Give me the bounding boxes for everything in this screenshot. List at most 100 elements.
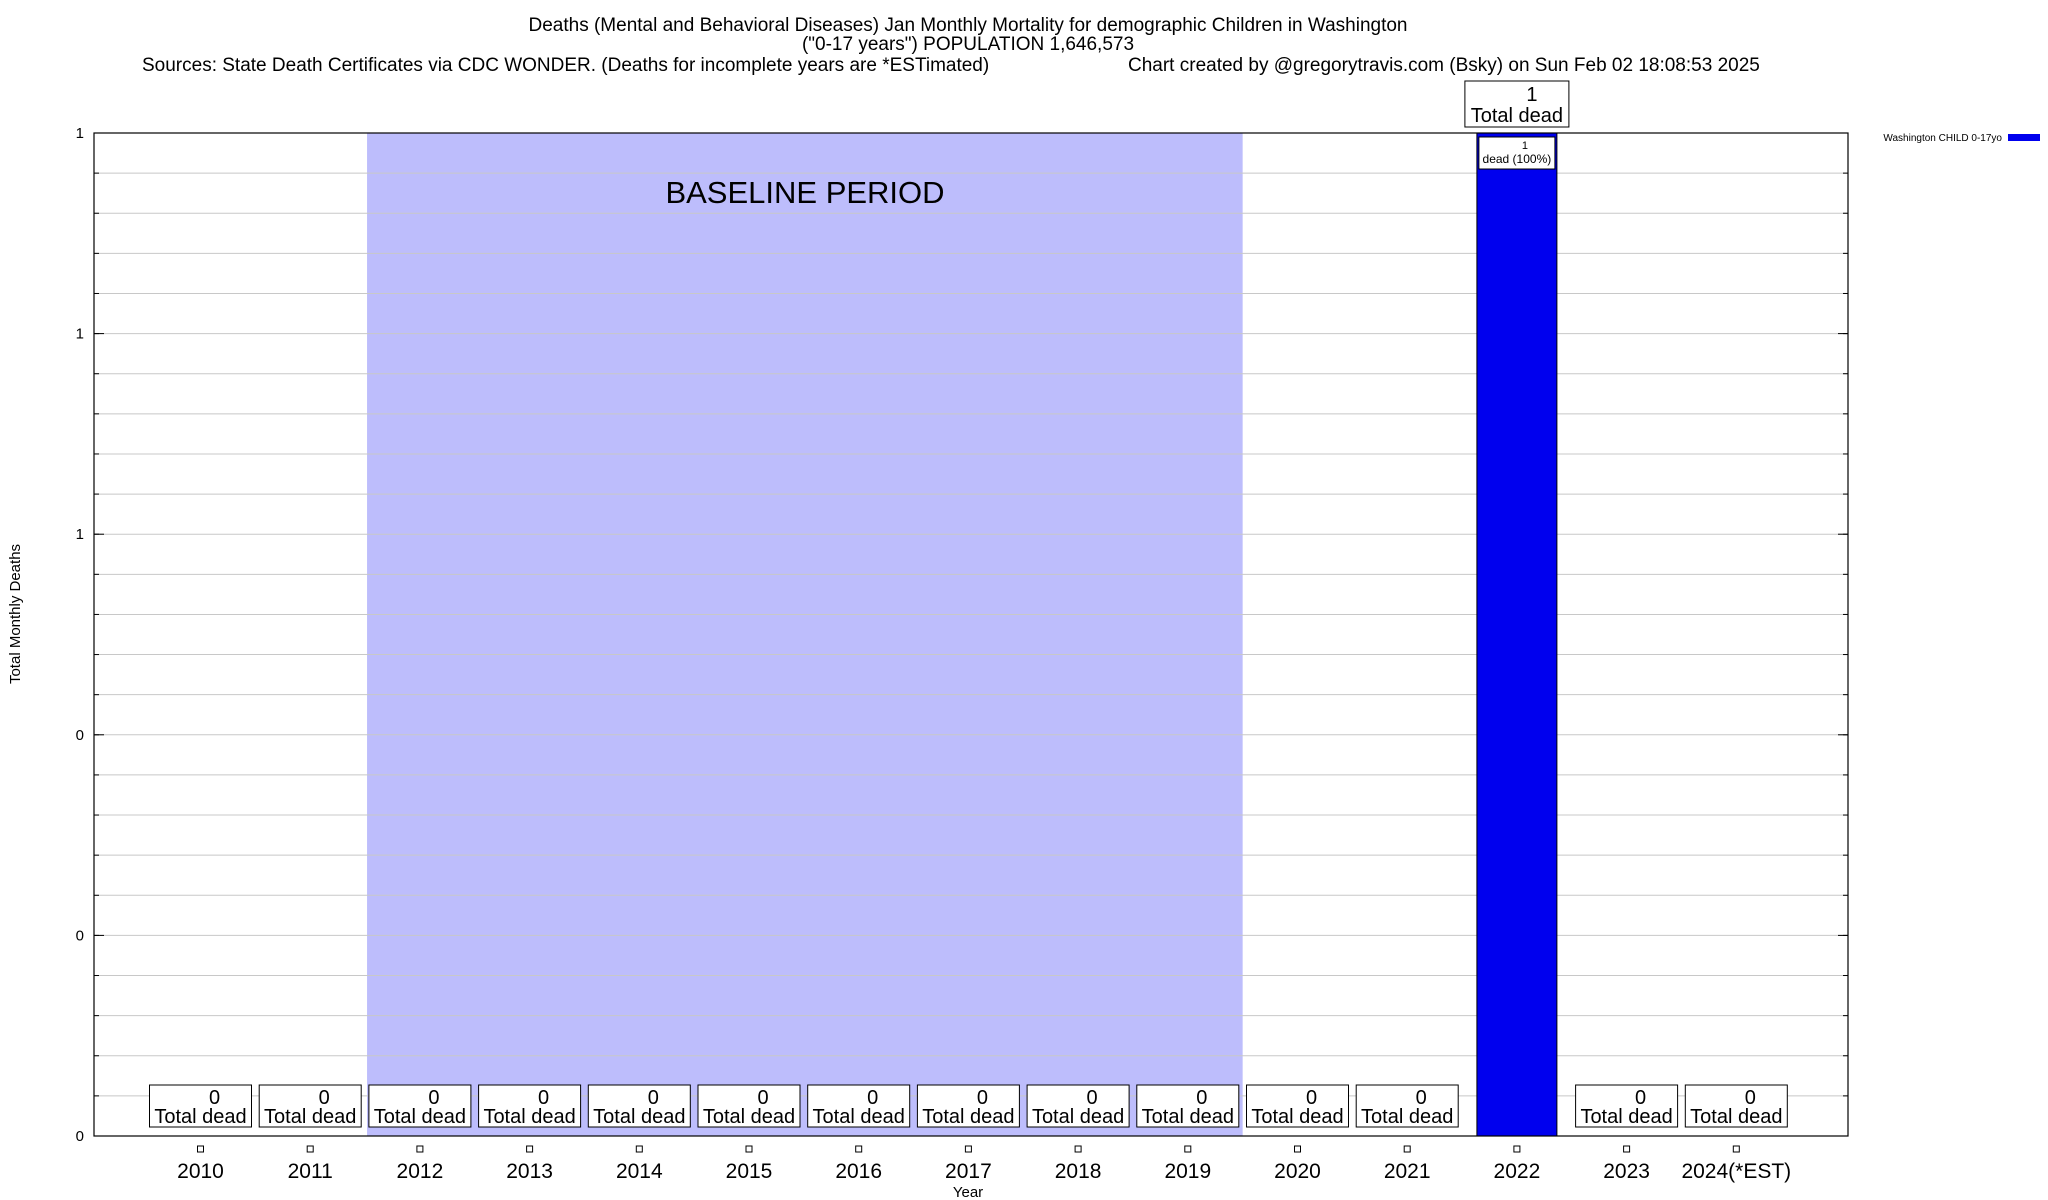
total-value-label: 0 xyxy=(1306,1087,1317,1109)
x-axis-ticks: 2010 2011 2012 2013 2014 2015 2016 2017 2018 2019… xyxy=(177,1145,1791,1183)
x-tick-marker xyxy=(1403,1145,1411,1153)
x-tick-marker xyxy=(197,1145,204,1153)
total-text-label: Total dead xyxy=(593,1106,685,1128)
total-value-label: 0 xyxy=(757,1087,768,1109)
y-axis-label: Total Monthly Deaths xyxy=(7,544,24,684)
total-label-box xyxy=(1355,1084,1459,1128)
baseline-period-label: BASELINE PERIOD xyxy=(665,175,944,210)
total-value-label: 0 xyxy=(209,1087,220,1109)
total-label-box xyxy=(697,1084,801,1128)
total-value-label: 0 xyxy=(538,1087,549,1109)
x-tick-label-2015: 2015 xyxy=(726,1160,773,1183)
total-label-box xyxy=(916,1084,1020,1128)
x-tick-marker xyxy=(964,1145,972,1153)
x-tick-marker xyxy=(1623,1145,1631,1153)
x-tick-label-2012: 2012 xyxy=(397,1160,444,1183)
x-tick-label-2010: 2010 xyxy=(177,1160,224,1183)
total-text-label: Total dead xyxy=(922,1106,1014,1128)
y-axis-ticks: 0 0 0 1 1 1 xyxy=(76,125,1848,1145)
total-value-label: 0 xyxy=(977,1087,988,1109)
y-tick-label: 1 xyxy=(76,526,84,543)
total-label-box xyxy=(258,1084,362,1128)
x-tick-label-2023: 2023 xyxy=(1603,1160,1650,1183)
x-tick-marker xyxy=(1074,1145,1082,1153)
bar-detail-box xyxy=(1478,136,1556,170)
x-tick-label-2024(*EST): 2024(*EST) xyxy=(1681,1160,1791,1183)
legend-series-label: Washington CHILD 0-17yo xyxy=(1883,133,2002,144)
total-value-label: 0 xyxy=(319,1087,330,1109)
legend-swatch xyxy=(2008,134,2040,141)
bar-2022 xyxy=(1476,132,1558,1137)
x-tick-label-2020: 2020 xyxy=(1274,1160,1321,1183)
x-tick-marker xyxy=(306,1145,314,1153)
total-label-box xyxy=(1136,1084,1240,1128)
total-label-box xyxy=(1026,1084,1130,1128)
total-text-label: Total dead xyxy=(264,1106,356,1128)
x-tick-label-2018: 2018 xyxy=(1055,1160,1102,1183)
total-text-label: Total dead xyxy=(1251,1106,1343,1128)
total-value-label: 0 xyxy=(867,1087,878,1109)
x-axis-label: Year xyxy=(953,1184,983,1200)
total-label-box xyxy=(1464,80,1570,128)
x-tick-label-2022: 2022 xyxy=(1494,1160,1541,1183)
y-tick-label: 1 xyxy=(76,326,84,343)
x-tick-marker xyxy=(745,1145,753,1153)
total-text-label: Total dead xyxy=(483,1106,575,1128)
legend: Washington CHILD 0-17yo xyxy=(1883,133,2040,144)
chart-credit: Chart created by @gregorytravis.com (Bsk… xyxy=(1128,55,1760,76)
total-text-label: Total dead xyxy=(1361,1106,1453,1128)
baseline-period-band xyxy=(367,133,1243,1136)
x-tick-label-2017: 2017 xyxy=(945,1160,992,1183)
total-label-box xyxy=(807,1084,911,1128)
plot-frame xyxy=(93,132,1849,1137)
x-tick-marker xyxy=(1184,1145,1192,1153)
chart-title-line-1: Deaths (Mental and Behavioral Diseases) … xyxy=(529,15,1408,36)
total-text-label: Total dead xyxy=(1032,1106,1124,1128)
bars xyxy=(1476,132,1558,1137)
total-text-label: Total dead xyxy=(1471,105,1563,127)
total-text-label: Total dead xyxy=(813,1106,905,1128)
total-label-box xyxy=(1246,1084,1349,1128)
total-label-box xyxy=(368,1084,472,1128)
total-text-label: Total dead xyxy=(1142,1106,1234,1128)
total-text-label: Total dead xyxy=(703,1106,795,1128)
total-text-label: Total dead xyxy=(1690,1106,1782,1128)
x-tick-marker xyxy=(526,1145,534,1153)
total-text-label: Total dead xyxy=(154,1106,246,1128)
total-value-label: 0 xyxy=(1745,1087,1756,1109)
x-tick-label-2019: 2019 xyxy=(1164,1160,1211,1183)
total-label-box xyxy=(149,1084,252,1128)
bar-detail-text: dead (100%) xyxy=(1483,152,1552,166)
x-tick-label-2013: 2013 xyxy=(506,1160,553,1183)
x-tick-marker xyxy=(635,1145,643,1153)
x-tick-marker xyxy=(1294,1145,1301,1153)
x-tick-marker xyxy=(1513,1145,1521,1153)
bar-detail-value: 1 xyxy=(1522,140,1528,152)
total-label-box xyxy=(1575,1084,1679,1128)
x-tick-label-2014: 2014 xyxy=(616,1160,663,1183)
y-tick-label: 0 xyxy=(76,727,84,744)
total-text-label: Total dead xyxy=(374,1106,466,1128)
total-value-label: 0 xyxy=(1196,1087,1207,1109)
x-tick-marker xyxy=(855,1145,863,1153)
chart-title-line-2: ("0-17 years") POPULATION 1,646,573 xyxy=(802,34,1134,55)
total-label-box xyxy=(478,1084,582,1128)
total-value-label: 0 xyxy=(1416,1087,1427,1109)
chart-sources: Sources: State Death Certificates via CD… xyxy=(142,55,989,76)
y-tick-label: 0 xyxy=(76,1128,84,1145)
x-tick-marker xyxy=(416,1145,424,1153)
x-tick-marker xyxy=(1732,1145,1740,1153)
total-value-label: 0 xyxy=(428,1087,439,1109)
y-tick-label: 1 xyxy=(76,125,84,142)
baseline-band xyxy=(367,133,1243,1136)
total-label-box xyxy=(587,1084,691,1128)
total-label-box xyxy=(1684,1084,1788,1128)
x-tick-label-2021: 2021 xyxy=(1384,1160,1431,1183)
total-value-label: 0 xyxy=(1635,1087,1646,1109)
total-value-label: 1 xyxy=(1526,84,1537,106)
plot-border xyxy=(93,132,1849,1137)
total-value-label: 0 xyxy=(1087,1087,1098,1109)
chart-title-group: Deaths (Mental and Behavioral Diseases) … xyxy=(142,15,1760,76)
